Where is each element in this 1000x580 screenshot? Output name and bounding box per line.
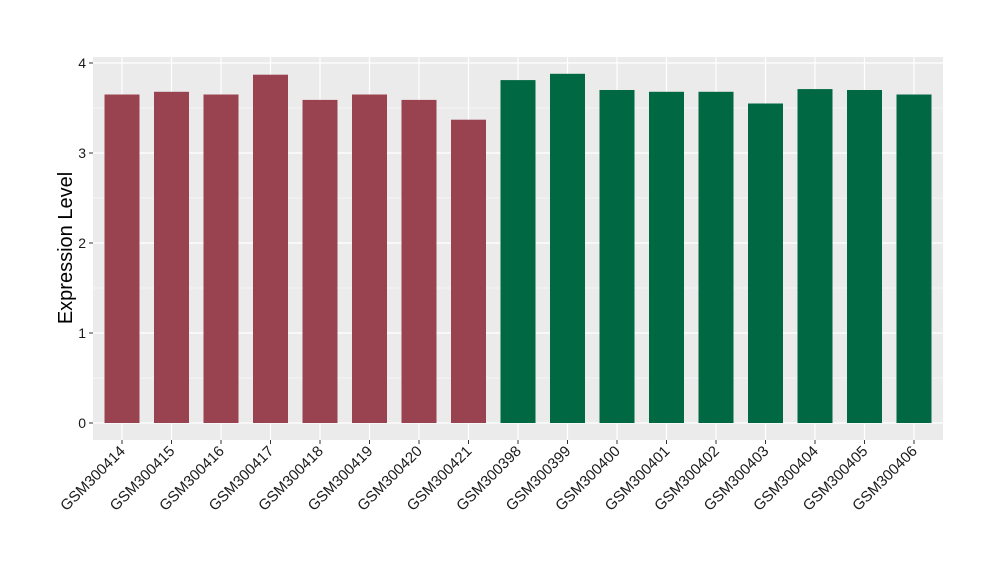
- bar-GSM300406: [896, 94, 932, 423]
- bar-GSM300398: [500, 80, 536, 423]
- bar-GSM300421: [451, 119, 486, 423]
- bar-GSM300400: [599, 90, 635, 423]
- y-tick-label: 3: [78, 145, 86, 161]
- bar-GSM300404: [797, 89, 833, 423]
- bar-GSM300414: [104, 94, 140, 423]
- y-tick-label: 0: [78, 415, 86, 431]
- y-tick-label: 2: [78, 235, 86, 251]
- bar-GSM300403: [748, 103, 783, 423]
- bar-GSM300420: [401, 99, 437, 424]
- bar-GSM300405: [847, 90, 882, 423]
- y-axis: 0 1 2 3 4: [78, 55, 93, 431]
- bar-GSM300402: [698, 91, 734, 424]
- bar-GSM300401: [649, 91, 684, 424]
- bar-GSM300419: [352, 94, 387, 423]
- y-tick-label: 4: [78, 55, 86, 71]
- x-axis: GSM300414GSM300415GSM300416GSM300417GSM3…: [57, 440, 921, 514]
- bar-GSM300415: [154, 91, 189, 424]
- y-tick-label: 1: [78, 325, 86, 341]
- bar-GSM300418: [302, 99, 338, 424]
- bar-GSM300399: [550, 73, 585, 424]
- y-axis-title: Expression Level: [55, 172, 77, 324]
- bar-GSM300417: [253, 74, 288, 423]
- bars: [104, 73, 932, 424]
- bar-GSM300416: [203, 94, 239, 423]
